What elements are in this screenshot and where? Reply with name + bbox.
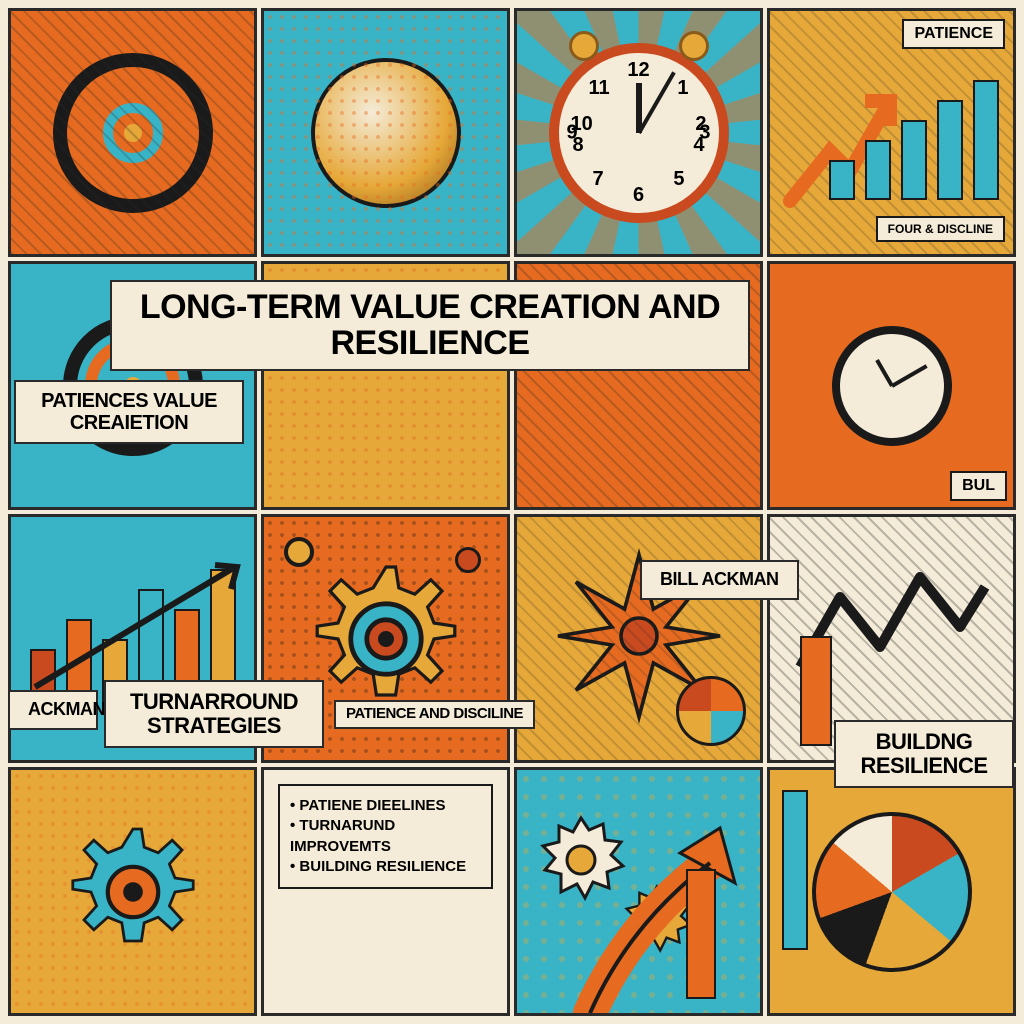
bul-label: BUL [950, 471, 1007, 501]
tile-pie [767, 767, 1016, 1016]
tile-globe [261, 8, 510, 257]
bullet-item: • BUILDING RESILIENCE [290, 857, 481, 877]
turnaround-label: TURNARROUND STRATEGIES [104, 680, 324, 748]
patience-label: PATIENCE [902, 19, 1005, 49]
gear-icon [306, 559, 466, 719]
alarm-clock-icon: 12 6 9 3 11 1 10 2 8 4 7 5 [549, 43, 729, 223]
discipline-label: FOUR & DISCLINE [876, 216, 1005, 242]
tile-starburst [514, 514, 763, 763]
gear-icon-2 [63, 822, 203, 962]
pie-chart-icon [812, 812, 972, 972]
poster-grid: 12 6 9 3 11 1 10 2 8 4 7 5 PATIENCE [0, 0, 1024, 1024]
bill-ackman-label: BILL ACKMAN [640, 560, 799, 600]
ackman-label: ACKMAN [8, 690, 98, 730]
tile-clock: 12 6 9 3 11 1 10 2 8 4 7 5 [514, 8, 763, 257]
curve-arrow-icon [570, 803, 763, 1016]
bullet-item: • TURNARUND IMPROVEMTS [290, 816, 481, 857]
tile-gear-bl [8, 767, 257, 1016]
watch-icon [832, 326, 952, 446]
building-resilience-label: BUILDNG RESILIENCE [834, 720, 1014, 788]
patiences-value-label: PATIENCES VALUE CREAIETION [14, 380, 244, 444]
tile-target-top [8, 8, 257, 257]
tile-watch-arrow: BUL [767, 261, 1016, 510]
ball-icon [676, 676, 746, 746]
tile-patience-bars: PATIENCE FOUR & DISCLINE [767, 8, 1016, 257]
bullet-list: • PATIENE DIEELINES • TURNARUND IMPROVEM… [278, 784, 493, 889]
patience-discipline-label: PATIENCE AND DISCILINE [334, 700, 535, 729]
main-title: LONG-TERM VALUE CREATION AND RESILIENCE [110, 280, 750, 371]
tile-bullets: • PATIENE DIEELINES • TURNARUND IMPROVEM… [261, 767, 510, 1016]
bullet-item: • PATIENE DIEELINES [290, 796, 481, 816]
tile-gears-arrow [514, 767, 763, 1016]
